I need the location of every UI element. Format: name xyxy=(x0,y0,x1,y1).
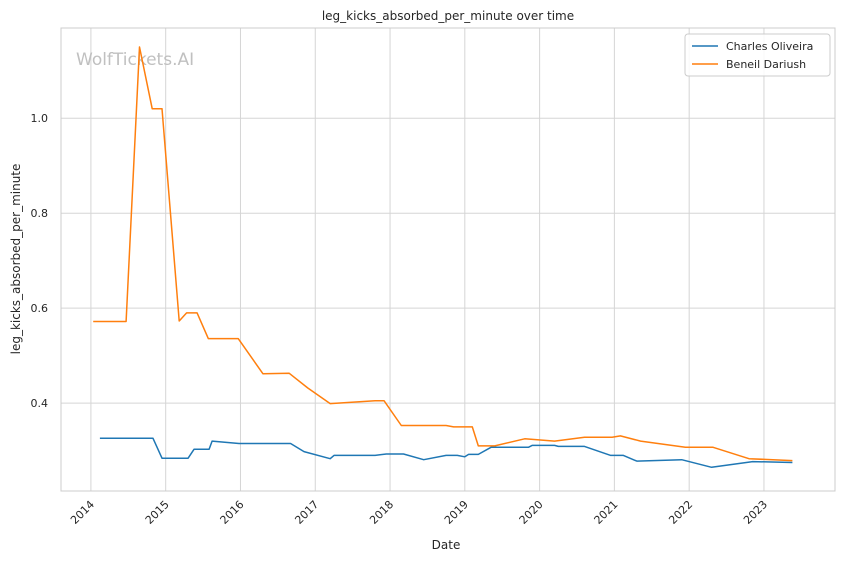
x-tick-label: 2022 xyxy=(666,498,695,527)
x-tick-labels: 2014 2015 2016 2017 2018 2019 2020 2021 2022 2023 xyxy=(68,498,770,527)
y-tick-label: 0.4 xyxy=(31,397,49,410)
x-tick-label: 2015 xyxy=(143,498,172,527)
legend-label-charles-oliveira: Charles Oliveira xyxy=(726,40,813,53)
x-tick-label: 2021 xyxy=(592,498,621,527)
grid xyxy=(61,28,835,491)
series-line-charles-oliveira xyxy=(99,437,793,469)
y-tick-label: 1.0 xyxy=(31,112,49,125)
y-tick-labels: 0.4 0.6 0.8 1.0 xyxy=(31,112,49,410)
x-tick-label: 2019 xyxy=(442,498,471,527)
legend: Charles Oliveira Beneil Dariush xyxy=(684,33,831,77)
x-tick-label: 2023 xyxy=(741,498,770,527)
legend-box xyxy=(684,33,831,77)
watermark: WolfTickets.AI xyxy=(76,50,194,70)
x-tick-label: 2020 xyxy=(517,498,546,527)
y-axis-label: leg_kicks_absorbed_per_minute xyxy=(9,164,23,355)
legend-label-beneil-dariush: Beneil Dariush xyxy=(726,58,806,71)
x-tick-label: 2018 xyxy=(367,498,396,527)
chart-title: leg_kicks_absorbed_per_minute over time xyxy=(322,9,574,23)
series-lines xyxy=(93,46,793,469)
x-tick-label: 2014 xyxy=(68,498,97,527)
x-tick-label: 2017 xyxy=(292,498,321,527)
x-tick-label: 2016 xyxy=(218,498,247,527)
series-line-beneil-dariush xyxy=(93,46,793,462)
plot-area-frame xyxy=(60,27,836,492)
x-axis-label: Date xyxy=(432,538,461,552)
y-tick-label: 0.6 xyxy=(31,302,49,315)
y-tick-label: 0.8 xyxy=(31,207,49,220)
